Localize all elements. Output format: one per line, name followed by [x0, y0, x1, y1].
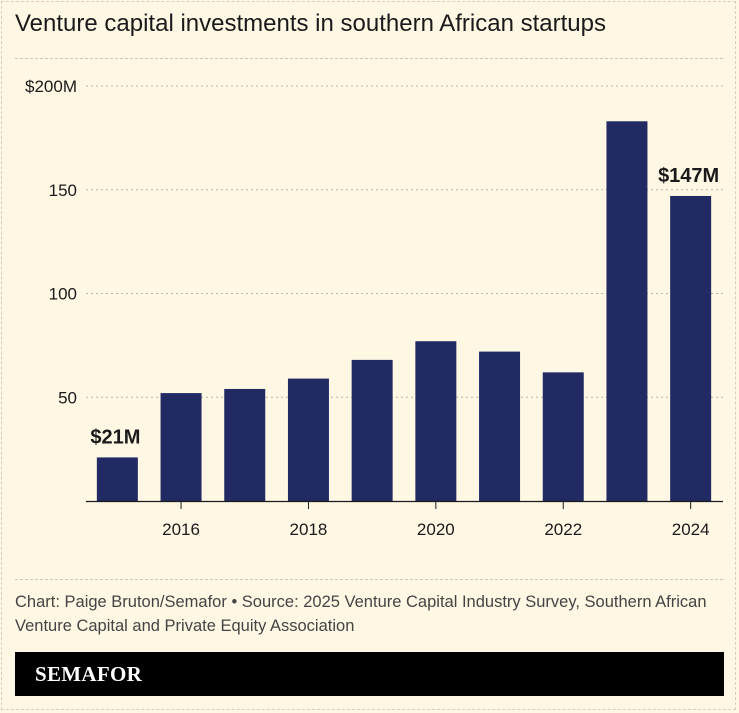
bar-2016 [160, 393, 202, 501]
bar-2020 [415, 341, 457, 501]
y-tick-label: $200M [25, 77, 77, 96]
chart-title: Venture capital investments in southern … [15, 10, 606, 37]
x-tick-label: 2016 [162, 520, 200, 539]
bar-chart: 50 100 150 $200M 2016 2018 2020 2022 2024 $21M $14… [25, 77, 723, 539]
x-tick-label: 2018 [290, 520, 328, 539]
brand-bar: SEMAFOR [15, 652, 724, 696]
source-note: Chart: Paige Bruton/Semafor • Source: 20… [15, 593, 707, 635]
bar-2023 [606, 121, 648, 502]
bar-2019 [351, 359, 393, 501]
x-tick-label: 2020 [417, 520, 455, 539]
data-label: $147M [658, 165, 719, 187]
y-tick-label: 50 [58, 388, 77, 407]
y-tick-label: 150 [49, 181, 77, 200]
bar-2017 [224, 388, 266, 501]
bar-2021 [479, 351, 521, 501]
semafor-logo: SEMAFOR [35, 662, 143, 686]
bottom-divider [15, 579, 723, 580]
x-tick-label: 2024 [672, 520, 710, 539]
x-tick-label: 2022 [544, 520, 582, 539]
top-divider [15, 58, 723, 59]
data-label: $21M [90, 426, 140, 448]
bar-2022 [542, 372, 584, 501]
bar-2015 [96, 457, 138, 501]
bar-2018 [287, 378, 329, 501]
bar-2024 [670, 195, 712, 501]
y-tick-label: 100 [49, 285, 77, 304]
